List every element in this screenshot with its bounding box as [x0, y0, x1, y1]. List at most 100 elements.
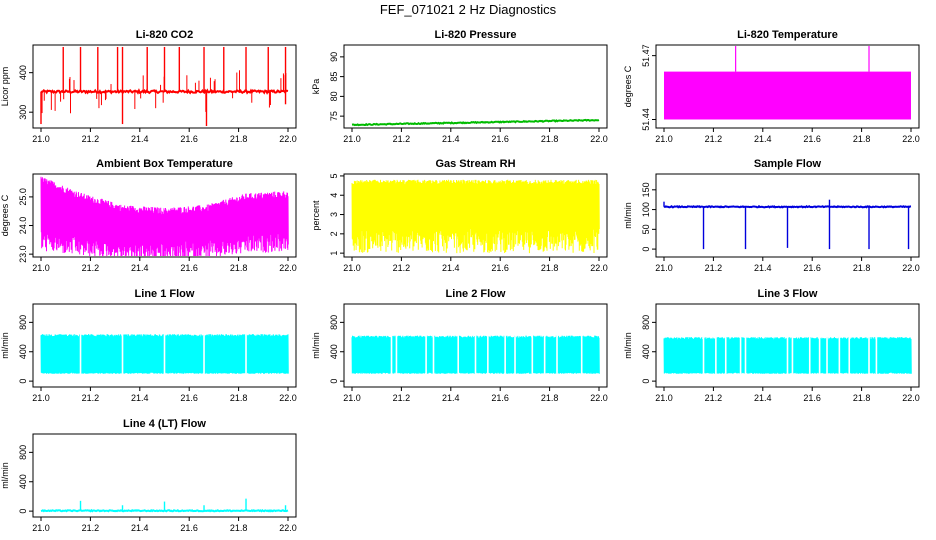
- x-tick-label: 21.6: [180, 393, 198, 403]
- x-tick-label: 21.4: [754, 393, 772, 403]
- panel-1: Li-820 CO2 21.0 21.2 21.4 21.6 21.8 22.0 300 400…: [0, 29, 297, 144]
- x-tick-label: 21.6: [491, 263, 509, 273]
- data-series: [663, 199, 912, 250]
- x-tick-label: 21.2: [82, 134, 100, 144]
- x-tick-label: 21.8: [853, 263, 871, 273]
- x-tick-label: 21.8: [230, 393, 248, 403]
- y-tick-label: 0: [18, 509, 28, 514]
- y-tick-label: 51.47: [641, 44, 651, 67]
- y-tick-label: 400: [641, 344, 651, 359]
- x-tick-label: 21.0: [655, 393, 673, 403]
- x-tick-label: 21.2: [82, 393, 100, 403]
- y-axis-label: degrees C: [0, 194, 10, 236]
- panel-title: Li-820 Pressure: [435, 29, 517, 41]
- y-tick-label: 100: [641, 202, 651, 217]
- y-tick-label: 800: [329, 315, 339, 330]
- y-axis-label: degrees C: [623, 65, 633, 107]
- data-series: [40, 176, 289, 257]
- data-series: [351, 118, 600, 127]
- data-series: [40, 46, 289, 127]
- x-tick-label: 21.4: [131, 393, 149, 403]
- y-tick-label: 4: [329, 193, 339, 198]
- plot-frame: [343, 173, 608, 258]
- data-series: [351, 179, 600, 254]
- x-tick-label: 21.6: [803, 263, 821, 273]
- y-tick-label: 23.0: [18, 245, 28, 263]
- y-tick-label: 800: [18, 445, 28, 460]
- y-tick-label: 75: [329, 111, 339, 121]
- panel-4: Ambient Box Temperature 21.0 21.2 21.4 21.6 2…: [0, 158, 297, 273]
- x-tick-label: 21.6: [180, 523, 198, 533]
- x-tick-label: 21.6: [803, 393, 821, 403]
- panel-10: Line 4 (LT) Flow 21.0 21.2 21.4 21.6 21.8 22.0…: [0, 418, 297, 533]
- plot-frame: [32, 303, 297, 388]
- x-tick-label: 21.2: [393, 134, 411, 144]
- panel-8: Line 2 Flow 21.0 21.2 21.4 21.6 21.8 22.0 0 400 8…: [311, 288, 608, 403]
- x-tick-label: 22.0: [590, 134, 608, 144]
- data-series: [40, 498, 289, 513]
- panel-2: Li-820 Pressure 21.0 21.2 21.4 21.6 21.8 22.0 7…: [311, 29, 608, 144]
- x-tick-label: 22.0: [279, 263, 297, 273]
- x-tick-label: 21.0: [32, 523, 50, 533]
- x-tick-label: 21.8: [541, 263, 559, 273]
- flow-band: [351, 179, 600, 254]
- x-tick-label: 21.0: [655, 134, 673, 144]
- x-tick-label: 21.6: [491, 393, 509, 403]
- plot-frame: [32, 44, 297, 129]
- x-tick-label: 21.2: [393, 393, 411, 403]
- y-axis-label: Licor ppm: [0, 67, 10, 107]
- y-tick-label: 85: [329, 72, 339, 82]
- y-axis-label: kPa: [311, 79, 321, 95]
- panel-title: Line 4 (LT) Flow: [123, 418, 206, 430]
- panel-title: Gas Stream RH: [435, 158, 515, 170]
- x-tick-label: 21.2: [82, 263, 100, 273]
- y-tick-label: 1: [329, 251, 339, 256]
- x-tick-label: 21.2: [82, 523, 100, 533]
- panel-7: Line 1 Flow 21.0 21.2 21.4 21.6 21.8 22.0 0 400 8…: [0, 288, 297, 403]
- data-series: [664, 46, 911, 120]
- x-tick-label: 21.2: [393, 263, 411, 273]
- y-tick-label: 800: [641, 315, 651, 330]
- y-tick-label: 0: [641, 247, 651, 252]
- x-tick-label: 22.0: [279, 393, 297, 403]
- x-tick-label: 21.8: [230, 263, 248, 273]
- y-tick-label: 0: [641, 379, 651, 384]
- panel-title: Li-820 CO2: [136, 29, 193, 41]
- x-tick-label: 21.2: [705, 393, 723, 403]
- y-tick-label: 400: [18, 474, 28, 489]
- x-tick-label: 21.0: [32, 134, 50, 144]
- plot-frame: [343, 44, 608, 129]
- x-tick-label: 21.8: [853, 134, 871, 144]
- plot-frame: [655, 44, 920, 129]
- x-tick-label: 21.6: [491, 134, 509, 144]
- x-tick-label: 21.8: [541, 393, 559, 403]
- y-axis-label: percent: [311, 200, 321, 231]
- y-tick-label: 150: [641, 182, 651, 197]
- x-tick-label: 21.8: [230, 134, 248, 144]
- x-tick-label: 22.0: [590, 393, 608, 403]
- x-tick-label: 21.8: [230, 523, 248, 533]
- data-series: [351, 334, 600, 375]
- x-tick-label: 21.0: [343, 393, 361, 403]
- x-tick-label: 21.4: [131, 263, 149, 273]
- data-series: [663, 336, 912, 375]
- y-tick-label: 80: [329, 91, 339, 101]
- y-tick-label: 2: [329, 231, 339, 236]
- plot-frame: [655, 303, 920, 388]
- panel-title: Ambient Box Temperature: [96, 158, 233, 170]
- series-line: [351, 118, 600, 127]
- panel-title: Line 1 Flow: [135, 288, 195, 300]
- plot-frame: [343, 303, 608, 388]
- x-tick-label: 21.4: [754, 263, 772, 273]
- panel-title: Line 3 Flow: [758, 288, 818, 300]
- panel-9: Line 3 Flow 21.0 21.2 21.4 21.6 21.8 22.0 0 400 8…: [623, 288, 920, 403]
- x-tick-label: 21.8: [853, 393, 871, 403]
- plot-frame: [32, 173, 297, 258]
- x-tick-label: 21.4: [442, 134, 460, 144]
- y-tick-label: 5: [329, 173, 339, 178]
- x-tick-label: 21.0: [343, 134, 361, 144]
- y-tick-label: 3: [329, 212, 339, 217]
- plot-frame: [655, 173, 920, 258]
- y-tick-label: 0: [329, 379, 339, 384]
